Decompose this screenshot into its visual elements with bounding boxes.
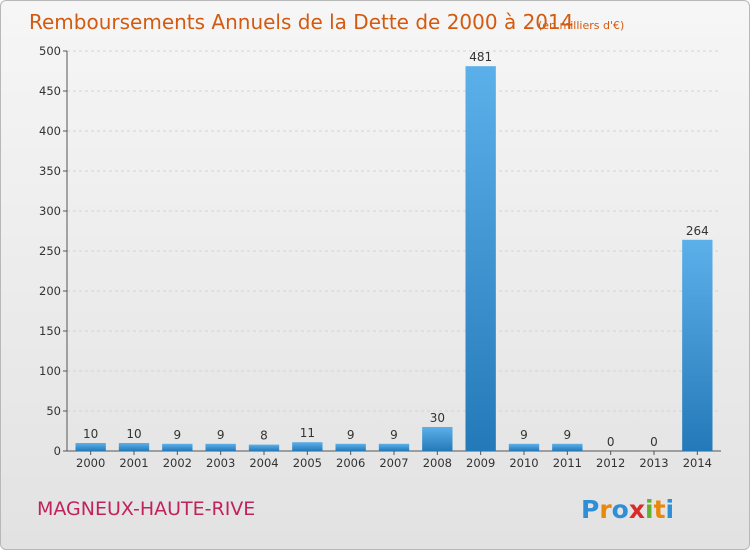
y-tick-label: 150 [39, 324, 61, 338]
axes [63, 50, 721, 455]
x-tick-label-2013: 2013 [639, 456, 668, 470]
y-tick-label: 450 [39, 84, 61, 98]
x-tick-label-2014: 2014 [683, 456, 712, 470]
x-tick-label-2007: 2007 [379, 456, 408, 470]
logo-letter: o [612, 495, 629, 524]
x-tick-label-2001: 2001 [119, 456, 148, 470]
commune-name: MAGNEUX-HAUTE-RIVE [37, 498, 255, 520]
bars [75, 66, 713, 451]
value-label-2008: 30 [430, 411, 445, 425]
y-tick-label: 300 [39, 204, 61, 218]
x-tick-label-2006: 2006 [336, 456, 365, 470]
y-tick-label: 500 [39, 44, 61, 58]
value-label-2011: 9 [564, 428, 572, 442]
bar-2006 [335, 443, 366, 451]
x-tick-label-2011: 2011 [553, 456, 582, 470]
bar-2008 [422, 427, 453, 451]
bar-2000 [75, 443, 106, 451]
bar-2011 [552, 443, 583, 451]
chart-subtitle: (en milliers d'€) [538, 19, 624, 32]
x-tick-label-2002: 2002 [163, 456, 192, 470]
y-tick-label: 50 [46, 404, 61, 418]
value-label-2014: 264 [686, 224, 709, 238]
value-label-2002: 9 [174, 428, 182, 442]
x-axis-ticks: 2000 2001 2002 2003 2004 2005 2006 2007 2008 2009… [76, 456, 712, 470]
logo-letter: i [666, 495, 675, 524]
chart-title: Remboursements Annuels de la Dette de 20… [29, 10, 573, 34]
bar-2005 [292, 442, 323, 451]
y-tick-label: 350 [39, 164, 61, 178]
bar-2001 [118, 443, 150, 451]
x-tick-label-2004: 2004 [249, 456, 278, 470]
x-tick-label-2010: 2010 [509, 456, 538, 470]
y-tick-label: 250 [39, 244, 61, 258]
y-tick-label: 100 [39, 364, 61, 378]
bar-2002 [162, 443, 193, 451]
value-label-2006: 9 [347, 428, 355, 442]
proxiti-logo: Proxiti [581, 495, 674, 524]
logo-letter: P [581, 495, 599, 524]
value-label-2005: 11 [300, 426, 315, 440]
x-tick-label-2005: 2005 [293, 456, 322, 470]
logo-letter: x [629, 495, 645, 524]
value-label-2003: 9 [217, 428, 225, 442]
y-tick-label: 200 [39, 284, 61, 298]
bar-2014 [682, 239, 713, 451]
bar-2009 [465, 66, 496, 451]
value-label-2000: 10 [83, 427, 98, 441]
x-tick-label-2000: 2000 [76, 456, 105, 470]
bar-2003 [205, 443, 236, 451]
bar-2010 [508, 443, 540, 451]
value-label-2001: 10 [126, 427, 141, 441]
value-label-2013: 0 [650, 435, 658, 449]
x-tick-label-2012: 2012 [596, 456, 625, 470]
x-tick-label-2008: 2008 [423, 456, 452, 470]
bar-2004 [248, 444, 280, 451]
value-label-2007: 9 [390, 428, 398, 442]
logo-letter: r [599, 495, 612, 524]
value-label-2012: 0 [607, 435, 615, 449]
y-tick-label: 0 [54, 444, 61, 458]
y-axis-ticks: 0 50 100 150 200 250 300 350 400 450 500 [39, 44, 61, 458]
x-tick-label-2009: 2009 [466, 456, 495, 470]
logo-letter: i [645, 495, 654, 524]
value-label-2004: 8 [260, 429, 268, 443]
grid-lines [67, 50, 721, 412]
value-label-2010: 9 [520, 428, 528, 442]
logo-letter: t [654, 495, 666, 524]
value-labels: 10 10 9 9 8 11 9 9 30 481 9 9 0 0 264 [83, 50, 709, 449]
value-label-2009: 481 [469, 50, 492, 64]
x-tick-label-2003: 2003 [206, 456, 235, 470]
y-tick-label: 400 [39, 124, 61, 138]
bar-2007 [378, 443, 410, 451]
